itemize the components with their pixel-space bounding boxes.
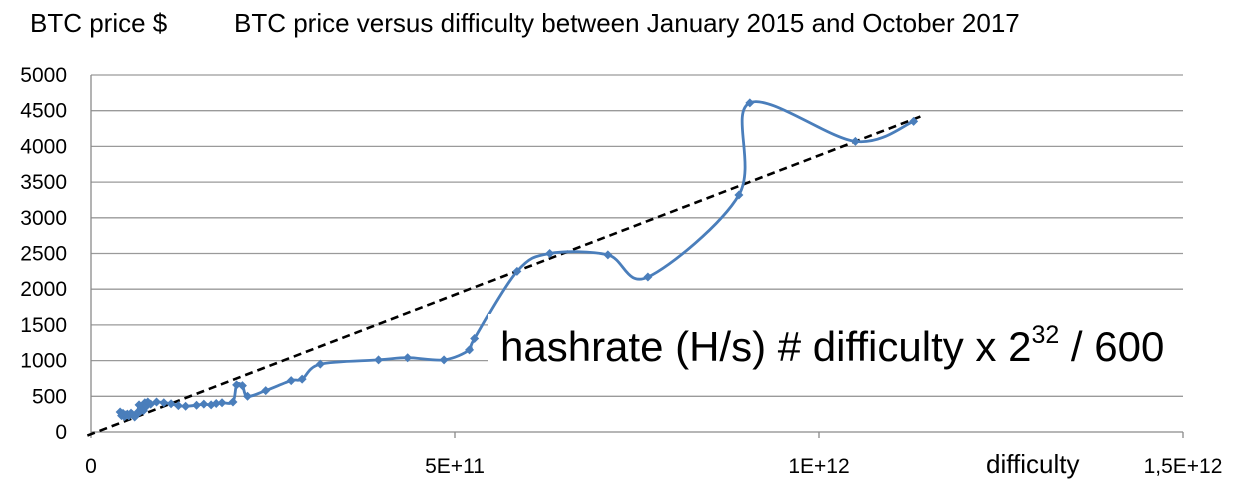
y-tick-labels: 0 500 1000 1500 2000 2500 3000 3500 4000 4500 5000 bbox=[20, 64, 67, 444]
data-point bbox=[286, 376, 296, 386]
data-point bbox=[734, 190, 744, 200]
chart-title: BTC price versus difficulty between Janu… bbox=[234, 8, 1020, 38]
data-point bbox=[374, 355, 384, 365]
data-point bbox=[512, 266, 522, 276]
x-tick-labels: 0 5E+11 1E+12 1,5E+12 bbox=[85, 455, 1222, 478]
y-tick-label: 4000 bbox=[20, 135, 67, 158]
y-tick-label: 4500 bbox=[20, 100, 67, 123]
formula-suffix: / 600 bbox=[1059, 323, 1164, 370]
data-point bbox=[403, 353, 413, 363]
data-point bbox=[745, 98, 755, 108]
data-point bbox=[199, 399, 209, 409]
y-tick-label: 500 bbox=[32, 385, 67, 408]
formula-prefix: hashrate (H/s) # difficulty x 2 bbox=[500, 323, 1031, 370]
formula-superscript: 32 bbox=[1031, 321, 1059, 349]
x-tick-label: 1,5E+12 bbox=[1144, 455, 1223, 478]
y-tick-label: 0 bbox=[55, 421, 67, 444]
data-point bbox=[643, 272, 653, 282]
data-point bbox=[439, 355, 449, 365]
x-tick-label: 5E+11 bbox=[425, 455, 485, 478]
data-point bbox=[181, 401, 191, 411]
data-point bbox=[211, 398, 221, 408]
data-point bbox=[261, 386, 271, 396]
y-tick-label: 3500 bbox=[20, 171, 67, 194]
data-point bbox=[232, 380, 242, 390]
y-tick-label: 5000 bbox=[20, 64, 67, 87]
series-group bbox=[115, 98, 919, 422]
x-axis-label: difficulty bbox=[986, 449, 1079, 479]
data-point bbox=[465, 345, 475, 355]
data-point bbox=[237, 381, 247, 391]
data-point bbox=[166, 399, 176, 409]
annotation-background bbox=[488, 314, 1188, 376]
trendline bbox=[86, 113, 926, 437]
data-point bbox=[173, 401, 183, 411]
x-tick-label: 1E+12 bbox=[788, 455, 849, 478]
y-tick-label: 1500 bbox=[20, 314, 67, 337]
x-tick-label: 0 bbox=[85, 455, 97, 478]
y-tick-label: 3000 bbox=[20, 207, 67, 230]
data-point bbox=[152, 397, 162, 407]
data-point bbox=[217, 398, 227, 408]
trendline-group bbox=[86, 113, 926, 437]
data-point bbox=[192, 400, 202, 410]
formula-annotation: hashrate (H/s) # difficulty x 232 / 600 bbox=[500, 321, 1164, 370]
data-point bbox=[315, 359, 325, 369]
data-point bbox=[228, 397, 238, 407]
data-point bbox=[603, 250, 613, 260]
data-point bbox=[545, 249, 555, 258]
y-tick-label: 2500 bbox=[20, 243, 67, 266]
data-point bbox=[850, 136, 860, 146]
data-point bbox=[243, 391, 253, 401]
y-tick-label: 1000 bbox=[20, 350, 67, 373]
data-point bbox=[297, 374, 307, 384]
gridlines bbox=[90, 74, 1184, 438]
y-axis-label: BTC price $ bbox=[30, 8, 168, 38]
y-tick-label: 2000 bbox=[20, 278, 67, 301]
data-point bbox=[470, 333, 480, 343]
data-point bbox=[909, 116, 919, 126]
data-point bbox=[159, 398, 169, 408]
